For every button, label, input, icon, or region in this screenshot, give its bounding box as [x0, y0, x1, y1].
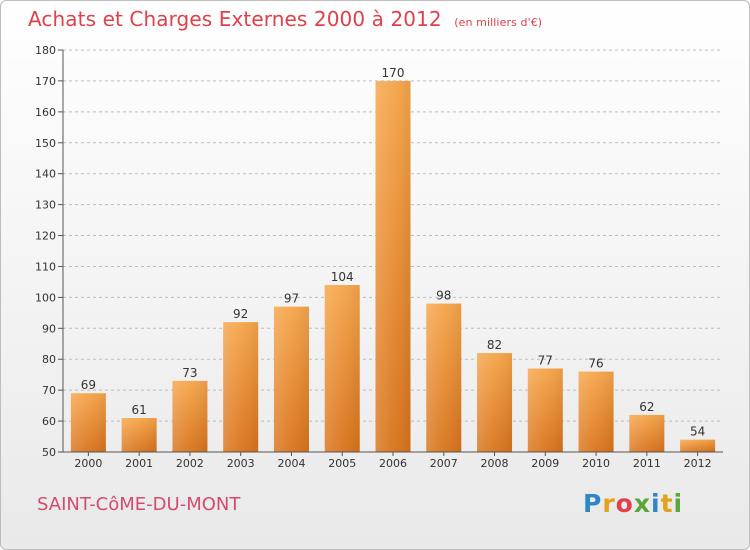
bar-value-label: 77: [538, 354, 553, 368]
proxiti-logo: Proxiti: [583, 489, 683, 518]
bars: 69 61 73 92 97 104 170 98 82 77 76 62 54: [70, 66, 716, 452]
y-tick-label: 110: [35, 260, 56, 273]
x-tick-label: 2007: [430, 457, 458, 470]
x-tick-label: 2000: [74, 457, 102, 470]
bar-shine: [629, 414, 665, 452]
logo-letter: i: [651, 489, 661, 518]
bar-value-label: 97: [284, 292, 299, 306]
chart-subtitle: (en milliers d'€): [454, 16, 543, 29]
x-tick-label: 2004: [277, 457, 305, 470]
y-tick-label: 120: [35, 230, 56, 243]
y-tick-label: 180: [35, 44, 56, 57]
bar-value-label: 73: [182, 366, 197, 380]
bar-shine: [223, 322, 259, 452]
bar-value-label: 76: [588, 357, 603, 371]
bar-shine: [172, 380, 208, 452]
chart-title: Achats et Charges Externes 2000 à 2012 (…: [28, 7, 542, 31]
axes: 50 60 70 80 90 100 110 120 130 140 150 160 170 180 200…: [35, 44, 723, 470]
y-tick-label: 90: [42, 322, 56, 335]
x-tick-label: 2011: [633, 457, 661, 470]
bar-value-label: 62: [639, 400, 654, 414]
bar-shine: [578, 371, 614, 452]
bar-shine: [70, 393, 106, 452]
x-tick-label: 2010: [582, 457, 610, 470]
bar-value-label: 54: [690, 425, 705, 439]
bar-shine: [680, 439, 716, 452]
bar-value-label: 61: [132, 403, 147, 417]
title-text: Achats et Charges Externes 2000 à 2012: [28, 7, 442, 31]
y-tick-label: 50: [42, 446, 56, 459]
x-tick-label: 2009: [531, 457, 559, 470]
bar-value-label: 92: [233, 307, 248, 321]
y-tick-label: 60: [42, 415, 56, 428]
bar-shine: [527, 368, 563, 452]
x-tick-label: 2001: [125, 457, 153, 470]
x-tick-label: 2002: [176, 457, 204, 470]
bar-shine: [273, 306, 309, 452]
logo-letter: o: [615, 489, 634, 518]
bar-value-label: 170: [382, 66, 405, 80]
y-tick-label: 140: [35, 168, 56, 181]
logo-letter: r: [602, 489, 616, 518]
bar-value-label: 104: [331, 270, 354, 284]
bar-value-label: 82: [487, 338, 502, 352]
bar-value-label: 98: [436, 289, 451, 303]
y-tick-label: 70: [42, 384, 56, 397]
bar-shine: [375, 80, 411, 452]
bar-value-label: 69: [81, 378, 96, 392]
bar-shine: [121, 417, 157, 452]
y-tick-label: 80: [42, 353, 56, 366]
bar-shine: [477, 353, 513, 452]
x-tick-label: 2012: [684, 457, 712, 470]
bar-shine: [324, 285, 360, 452]
logo-letter: x: [633, 489, 651, 518]
logo-letter: P: [583, 489, 603, 518]
y-tick-label: 100: [35, 291, 56, 304]
logo-letter: t: [660, 489, 674, 518]
y-tick-label: 150: [35, 137, 56, 150]
x-tick-label: 2006: [379, 457, 407, 470]
commune-name: SAINT-CôME-DU-MONT: [37, 494, 241, 515]
x-tick-label: 2003: [227, 457, 255, 470]
y-tick-label: 130: [35, 199, 56, 212]
y-tick-label: 160: [35, 106, 56, 119]
logo-letter: i: [673, 489, 684, 518]
bar-shine: [426, 303, 462, 452]
x-tick-label: 2005: [328, 457, 356, 470]
y-tick-label: 170: [35, 75, 56, 88]
x-tick-label: 2008: [481, 457, 509, 470]
